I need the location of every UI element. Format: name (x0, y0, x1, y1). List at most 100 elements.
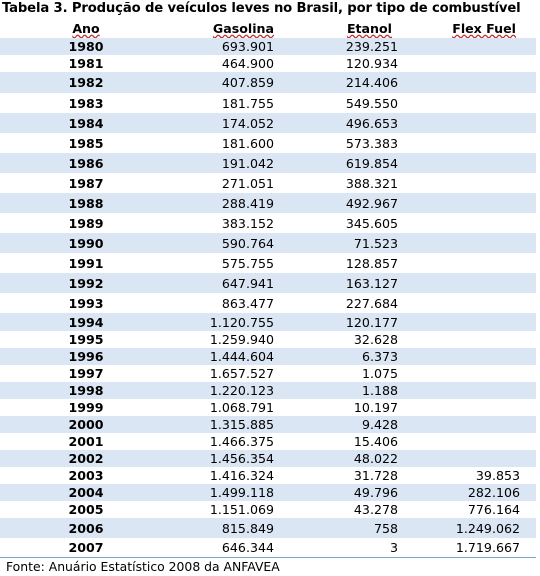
cell-ano: 1998 (68, 383, 104, 398)
table-row: 1997 1.657.527 1.075 (0, 365, 536, 382)
cell-flex-fuel (398, 153, 520, 173)
cell-gasolina: 288.419 (221, 195, 274, 211)
cell-gasolina: 863.477 (221, 295, 274, 311)
cell-ano: 2001 (68, 434, 104, 449)
cell-gasolina: 407.859 (221, 75, 274, 90)
cell-flex-fuel (398, 399, 520, 416)
table-row: 2003 1.416.324 31.728 39.853 (0, 467, 536, 484)
cell-gasolina: 1.315.885 (209, 417, 274, 432)
cell-etanol: 32.628 (353, 332, 398, 347)
table-row: 1985 181.600 573.383 (0, 133, 536, 153)
cell-flex-fuel (398, 313, 520, 331)
cell-etanol: 214.406 (345, 75, 398, 90)
table-row: 1986 191.042 619.854 (0, 153, 536, 173)
cell-etanol: 3 (389, 540, 398, 555)
cell-ano: 1986 (68, 155, 104, 171)
cell-ano: 1992 (68, 275, 104, 291)
cell-ano: 1990 (68, 235, 104, 251)
cell-flex-fuel (398, 365, 520, 382)
cell-ano: 2007 (68, 540, 104, 555)
cell-flex-fuel (398, 173, 520, 193)
cell-flex-fuel (398, 213, 520, 233)
cell-gasolina: 181.755 (221, 95, 274, 111)
cell-flex-fuel: 1.719.667 (455, 540, 520, 555)
cell-etanol: 43.278 (353, 502, 398, 517)
cell-gasolina: 1.466.375 (209, 434, 274, 449)
cell-flex-fuel (398, 72, 520, 93)
cell-flex-fuel: 282.106 (467, 485, 520, 500)
table-header: Ano Gasolina Etanol Flex Fuel (0, 18, 536, 39)
cell-ano: 1997 (68, 366, 104, 381)
cell-flex-fuel: 1.249.062 (455, 520, 520, 536)
cell-ano: 1983 (68, 95, 104, 111)
header-gasolina: Gasolina (172, 18, 274, 38)
cell-gasolina: 383.152 (221, 215, 274, 231)
table-row: 1984 174.052 496.653 (0, 113, 536, 133)
cell-etanol: 1.075 (361, 366, 398, 381)
table-row: 1987 271.051 388.321 (0, 173, 536, 193)
cell-etanol: 345.605 (345, 215, 398, 231)
table-row: 1996 1.444.604 6.373 (0, 348, 536, 365)
table-row: 1991 575.755 128.857 (0, 253, 536, 273)
cell-flex-fuel (398, 113, 520, 133)
cell-ano: 1987 (68, 175, 104, 191)
cell-gasolina: 590.764 (221, 235, 274, 251)
cell-etanol: 71.523 (353, 235, 398, 251)
cell-ano: 1981 (68, 56, 104, 71)
cell-gasolina: 1.068.791 (209, 400, 274, 415)
cell-flex-fuel (398, 433, 520, 450)
table-row: 1999 1.068.791 10.197 (0, 399, 536, 416)
cell-ano: 1984 (68, 115, 104, 131)
header-etanol-label: Etanol (346, 20, 392, 36)
table-row: 1994 1.120.755 120.177 (0, 313, 536, 331)
cell-ano: 1993 (68, 295, 104, 311)
cell-ano: 1999 (68, 400, 104, 415)
cell-flex-fuel (398, 348, 520, 365)
cell-ano: 2003 (68, 468, 104, 483)
header-ano-label: Ano (72, 20, 100, 36)
cell-gasolina: 191.042 (221, 155, 274, 171)
cell-gasolina: 1.499.118 (209, 485, 274, 500)
cell-gasolina: 181.600 (221, 135, 274, 151)
cell-etanol: 128.857 (345, 255, 398, 271)
cell-ano: 1985 (68, 135, 104, 151)
table-row: 2000 1.315.885 9.428 (0, 416, 536, 433)
table-row: 1993 863.477 227.684 (0, 293, 536, 313)
cell-ano: 1989 (68, 215, 104, 231)
cell-etanol: 227.684 (345, 295, 398, 311)
cell-ano: 1980 (68, 39, 104, 54)
cell-flex-fuel (398, 416, 520, 433)
cell-ano: 1982 (68, 75, 104, 90)
cell-gasolina: 174.052 (221, 115, 274, 131)
table-row: 1982 407.859 214.406 (0, 72, 536, 93)
table-row: 1992 647.941 163.127 (0, 273, 536, 293)
header-etanol: Etanol (274, 18, 392, 38)
cell-etanol: 573.383 (345, 135, 398, 151)
cell-ano: 2006 (68, 520, 104, 536)
cell-etanol: 1.188 (361, 383, 398, 398)
cell-ano: 1988 (68, 195, 104, 211)
cell-flex-fuel (398, 293, 520, 313)
cell-etanol: 10.197 (353, 400, 398, 415)
cell-ano: 2002 (68, 451, 104, 466)
cell-gasolina: 1.657.527 (209, 366, 274, 381)
cell-gasolina: 1.151.069 (209, 502, 274, 517)
cell-gasolina: 1.416.324 (209, 468, 274, 483)
table-row: 2006 815.849 758 1.249.062 (0, 518, 536, 538)
cell-etanol: 31.728 (353, 468, 398, 483)
table-row: 2001 1.466.375 15.406 (0, 433, 536, 450)
cell-flex-fuel (398, 233, 520, 253)
cell-etanol: 15.406 (353, 434, 398, 449)
cell-flex-fuel: 776.164 (467, 502, 520, 517)
cell-etanol: 758 (373, 520, 398, 536)
cell-ano: 1991 (68, 255, 104, 271)
table-row: 1990 590.764 71.523 (0, 233, 536, 253)
table-row: 1981 464.900 120.934 (0, 55, 536, 72)
cell-gasolina: 1.444.604 (209, 349, 274, 364)
cell-flex-fuel (398, 93, 520, 113)
source-footnote: Fonte: Anuário Estatístico 2008 da ANFAV… (0, 557, 536, 575)
table-row: 1988 288.419 492.967 (0, 193, 536, 213)
cell-flex-fuel (398, 273, 520, 293)
cell-gasolina: 1.259.940 (209, 332, 274, 347)
cell-flex-fuel (398, 193, 520, 213)
